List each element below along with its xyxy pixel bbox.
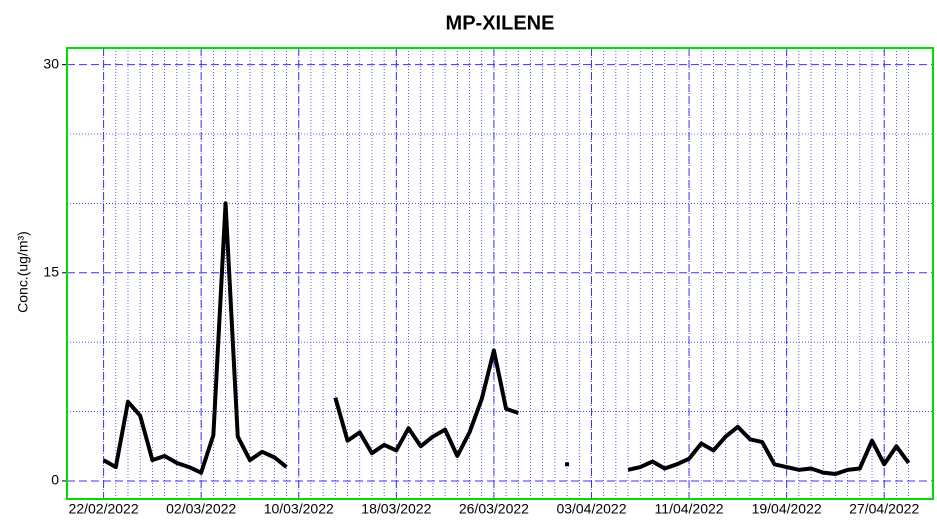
x-tick-label: 19/04/2022 (752, 501, 822, 517)
x-tick-label: 02/03/2022 (166, 501, 236, 517)
x-tick-label: 10/03/2022 (264, 501, 334, 517)
x-tick-label: 03/04/2022 (556, 501, 626, 517)
chart-title: MP-XILENE (446, 12, 555, 34)
y-tick-label: 0 (51, 472, 59, 488)
y-axis-label: Conc.(ug/m³) (15, 231, 31, 313)
plot-frame (66, 47, 934, 500)
y-tick-label: 30 (43, 55, 59, 71)
x-tick-label: 18/03/2022 (361, 501, 431, 517)
y-tick-label: 15 (43, 264, 59, 280)
x-tick-label: 26/03/2022 (459, 501, 529, 517)
x-tick-label: 22/02/2022 (69, 501, 139, 517)
line-series (333, 348, 519, 458)
x-tick-label: 11/04/2022 (655, 501, 724, 517)
line-series (627, 424, 911, 477)
line-series (102, 201, 288, 475)
x-tick-label: 27/04/2022 (849, 501, 919, 517)
